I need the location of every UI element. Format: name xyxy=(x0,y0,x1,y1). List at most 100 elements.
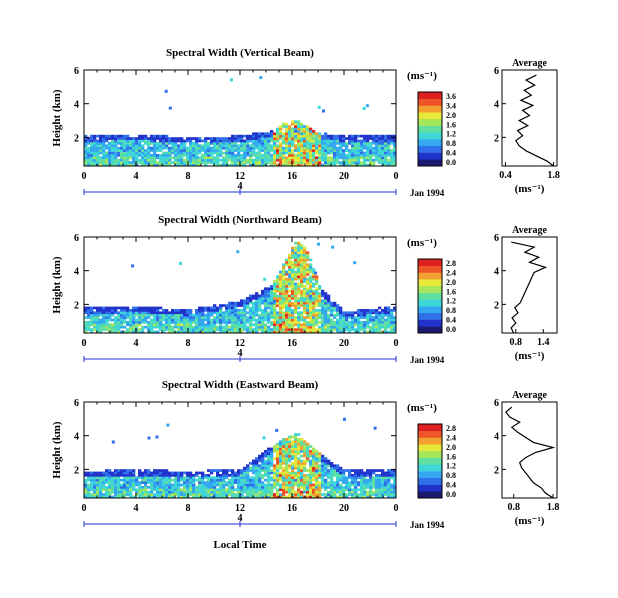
heatmap-cell xyxy=(309,486,313,489)
heatmap-cell xyxy=(291,263,295,267)
heatmap-cell xyxy=(258,137,262,140)
heatmap-cell xyxy=(300,130,304,133)
heatmap-cell xyxy=(246,142,250,145)
heatmap-cell xyxy=(179,261,182,265)
heatmap-cell xyxy=(315,304,319,307)
heatmap-cell xyxy=(231,151,235,155)
heatmap-cell xyxy=(390,474,394,477)
heatmap-cell xyxy=(102,323,106,327)
heatmap-cell xyxy=(291,246,295,250)
heatmap-cell xyxy=(159,316,163,319)
heatmap-cell xyxy=(102,156,106,160)
heatmap-cell xyxy=(312,149,316,152)
heatmap-cell xyxy=(303,156,307,160)
heatmap-cell xyxy=(177,488,181,492)
heatmap-cell xyxy=(219,137,223,140)
heatmap-cell xyxy=(288,263,292,267)
heatmap-cell xyxy=(240,330,244,334)
heatmap-cell xyxy=(309,454,313,458)
heatmap-cell xyxy=(330,464,334,468)
heatmap-cell xyxy=(183,486,187,489)
heatmap-cell xyxy=(252,297,256,300)
heatmap-cell xyxy=(270,464,274,468)
heatmap-cell xyxy=(345,149,349,152)
heatmap-cell xyxy=(114,151,118,155)
heatmap-cell xyxy=(186,311,190,315)
heatmap-cell xyxy=(207,321,211,324)
heatmap-cell xyxy=(129,156,133,160)
heatmap-cell xyxy=(138,486,142,489)
heatmap-cell xyxy=(168,481,172,484)
heatmap-cell xyxy=(351,158,355,162)
heatmap-cell xyxy=(324,313,328,317)
heatmap-cell xyxy=(132,474,136,477)
heatmap-cell xyxy=(273,474,277,477)
heatmap-cell xyxy=(351,483,355,487)
heatmap-cell xyxy=(108,142,112,145)
heatmap-cell xyxy=(261,469,265,472)
heatmap-cell xyxy=(117,161,121,164)
heatmap-cell xyxy=(243,151,247,155)
heatmap-cell xyxy=(147,137,151,140)
heatmap-cell xyxy=(120,325,124,329)
heatmap-cell xyxy=(318,285,322,288)
heatmap-cell xyxy=(306,132,310,136)
heatmap-cell xyxy=(276,474,280,477)
heatmap-cell xyxy=(255,292,259,295)
heatmap-cell xyxy=(135,158,139,162)
heatmap-cell xyxy=(270,476,274,480)
heatmap-cell xyxy=(297,292,301,295)
heatmap-cell xyxy=(261,495,265,499)
heatmap-cell xyxy=(99,486,103,489)
heatmap-cell xyxy=(159,306,163,310)
heatmap-cell xyxy=(252,301,256,305)
heatmap-cell xyxy=(180,483,184,487)
heatmap-cell xyxy=(345,321,349,324)
heatmap-cell xyxy=(327,486,331,489)
heatmap-cell xyxy=(87,163,91,167)
heatmap-cell xyxy=(348,471,352,475)
heatmap-cell xyxy=(171,156,175,160)
heatmap-cell xyxy=(381,481,385,484)
heatmap-cell xyxy=(105,471,109,475)
heatmap-cell xyxy=(342,142,346,145)
heatmap-cell xyxy=(306,263,310,267)
heatmap-cell xyxy=(129,321,133,324)
heatmap-cell xyxy=(114,481,118,484)
heatmap-cell xyxy=(378,490,382,494)
heatmap-cell xyxy=(189,488,193,492)
heatmap-cell xyxy=(333,158,337,162)
heatmap-cell xyxy=(372,486,376,489)
heatmap-cell xyxy=(183,328,187,331)
heatmap-cell xyxy=(261,132,265,136)
heatmap-cell xyxy=(150,142,154,145)
heatmap-cell xyxy=(372,316,376,319)
heatmap-cell xyxy=(321,311,325,315)
heatmap-cell xyxy=(195,139,199,143)
heatmap-cell xyxy=(234,146,238,150)
heatmap-cell xyxy=(87,328,91,331)
heatmap-cell xyxy=(312,146,316,150)
heatmap-cell xyxy=(114,490,118,494)
heatmap-cell xyxy=(189,328,193,331)
heatmap-cell xyxy=(300,251,304,255)
heatmap-cell xyxy=(183,163,187,167)
heatmap-cell xyxy=(309,265,313,269)
heatmap-cell xyxy=(195,156,199,160)
heatmap-cell xyxy=(216,490,220,494)
heatmap-cell xyxy=(273,292,277,295)
heatmap-cell xyxy=(207,469,211,472)
heatmap-cell xyxy=(276,289,280,293)
heatmap-cell xyxy=(117,313,121,317)
heatmap-cell xyxy=(300,495,304,499)
heatmap-cell xyxy=(186,154,190,157)
heatmap-cell xyxy=(288,142,292,145)
heatmap-cell xyxy=(348,154,352,157)
heatmap-cell xyxy=(318,325,322,329)
heatmap-cell xyxy=(240,325,244,329)
heatmap-cell xyxy=(84,321,88,324)
heatmap-cell xyxy=(297,270,301,274)
heatmap-cell xyxy=(291,440,295,444)
heatmap-cell xyxy=(156,154,160,157)
heatmap-cell xyxy=(120,478,124,482)
